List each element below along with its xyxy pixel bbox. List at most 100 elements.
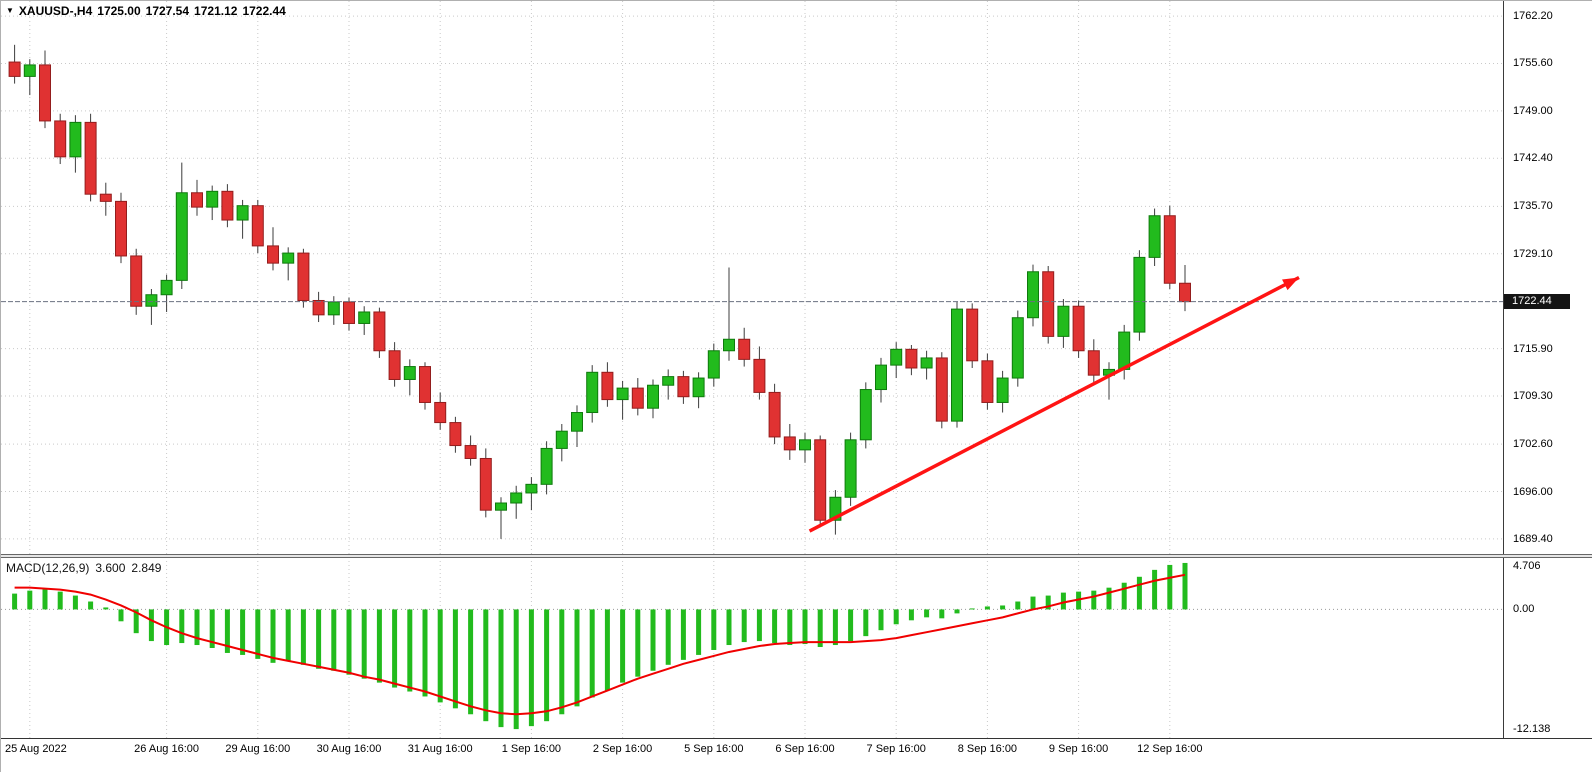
macd-histogram-bar — [650, 609, 656, 671]
candle — [738, 338, 751, 360]
trend-arrow-head — [1282, 277, 1299, 291]
candle — [799, 439, 811, 451]
candle — [814, 439, 827, 521]
candle — [495, 502, 507, 511]
candle — [221, 190, 234, 221]
candle — [540, 447, 553, 485]
macd-histogram-bar — [817, 609, 823, 648]
candle — [1087, 350, 1100, 376]
macd-histogram-bar — [1045, 595, 1051, 610]
panel-separator[interactable] — [1, 554, 1592, 558]
ohlc-high: 1727.54 — [145, 4, 190, 18]
candle — [555, 430, 568, 449]
macd-histogram-bar — [103, 607, 109, 610]
macd-histogram-bar — [194, 609, 200, 646]
macd-label: MACD(12,26,9) — [6, 561, 90, 575]
macd-tick-label: -12.138 — [1513, 723, 1551, 736]
candle — [297, 252, 310, 301]
candle — [160, 279, 173, 296]
macd-histogram-bar — [316, 609, 322, 669]
macd-histogram-bar — [1015, 601, 1021, 610]
macd-histogram-bar — [498, 609, 504, 728]
macd-histogram-bar — [726, 609, 732, 646]
candle — [99, 193, 112, 202]
candle — [1148, 215, 1161, 258]
candle — [525, 483, 538, 494]
candle — [571, 412, 583, 432]
candle — [875, 364, 887, 391]
macd-histogram-bar — [711, 609, 717, 650]
trend-arrow[interactable] — [808, 275, 1300, 533]
macd-histogram-bar — [57, 591, 63, 610]
macd-histogram-bar — [179, 609, 185, 644]
macd-histogram-bar — [544, 609, 550, 722]
candle — [84, 121, 97, 195]
candle — [388, 350, 401, 380]
candle — [206, 190, 219, 208]
candle — [23, 64, 36, 77]
time-axis[interactable]: 25 Aug 2022 26 Aug 16:00 29 Aug 16:00 30 Au… — [1, 739, 1592, 772]
candle — [616, 387, 629, 401]
candle — [69, 121, 82, 158]
macd-histogram-bar — [407, 609, 413, 692]
time-label: 1 Sep 16:00 — [501, 743, 562, 755]
symbol-ohlc-header: ▼ XAUUSD-,H4 1725.00 1727.54 1721.12 1722.44 — [6, 4, 291, 18]
time-label: 2 Sep 16:00 — [592, 743, 653, 755]
candle — [251, 205, 264, 247]
candle — [54, 120, 67, 158]
macd-histogram-bar — [437, 609, 443, 703]
candle — [783, 436, 796, 451]
macd-histogram-bar — [1091, 590, 1097, 610]
macd-histogram-bar — [574, 609, 580, 707]
macd-histogram-bar — [1121, 582, 1127, 610]
price-axis[interactable]: 1762.20 1755.60 1749.00 1742.40 1735.70 1729.… — [1503, 1, 1592, 738]
time-label: 26 Aug 16:00 — [134, 743, 200, 755]
macd-histogram-bar — [209, 609, 215, 648]
macd-histogram-bar — [939, 609, 945, 619]
macd-main-value: 3.600 — [95, 561, 126, 575]
candle — [479, 457, 492, 511]
candle — [327, 301, 340, 316]
macd-histogram-bar — [589, 609, 595, 698]
macd-histogram-bar — [665, 609, 671, 665]
macd-histogram-bar — [848, 609, 854, 642]
macd-histogram-bar — [772, 609, 778, 644]
macd-histogram-bar — [12, 593, 18, 610]
macd-histogram-bar — [1167, 564, 1173, 610]
macd-histogram-bar — [528, 609, 534, 727]
candle — [419, 366, 431, 403]
candle — [753, 358, 766, 393]
ohlc-open: 1725.00 — [97, 4, 141, 18]
price-tick-label: 1709.30 — [1513, 390, 1553, 402]
time-label: 25 Aug 2022 — [5, 743, 67, 755]
candle — [692, 377, 705, 398]
price-tick-label: 1762.20 — [1513, 10, 1553, 23]
candlestick-chart-canvas[interactable] — [1, 1, 1503, 738]
candle — [677, 376, 690, 398]
candle — [236, 205, 249, 221]
symbol-label: XAUUSD-,H4 — [18, 4, 93, 18]
price-tick-label: 1742.40 — [1513, 152, 1553, 165]
time-label: 5 Sep 16:00 — [684, 743, 744, 755]
price-tick-label: 1755.60 — [1513, 57, 1553, 70]
candle — [145, 294, 158, 307]
macd-histogram-bar — [878, 609, 884, 631]
macd-tick-label: 4.706 — [1513, 560, 1541, 572]
macd-histogram-bar — [392, 609, 398, 688]
candle — [707, 350, 720, 379]
candle — [951, 308, 963, 422]
chart-area: ▼ XAUUSD-,H4 1725.00 1727.54 1721.12 1722.44 … — [1, 1, 1503, 738]
macd-histogram-bar — [787, 609, 793, 646]
macd-histogram-bar — [361, 609, 367, 679]
candle — [464, 445, 477, 459]
ohlc-low: 1721.12 — [194, 4, 238, 18]
candle — [358, 311, 371, 324]
candle — [312, 299, 325, 316]
collapse-triangle-icon[interactable]: ▼ — [6, 6, 14, 15]
macd-histogram-bar — [1152, 569, 1158, 610]
candle — [890, 348, 903, 366]
time-label: 30 Aug 16:00 — [316, 743, 382, 755]
macd-histogram-bar — [513, 609, 519, 730]
candle — [130, 255, 143, 307]
